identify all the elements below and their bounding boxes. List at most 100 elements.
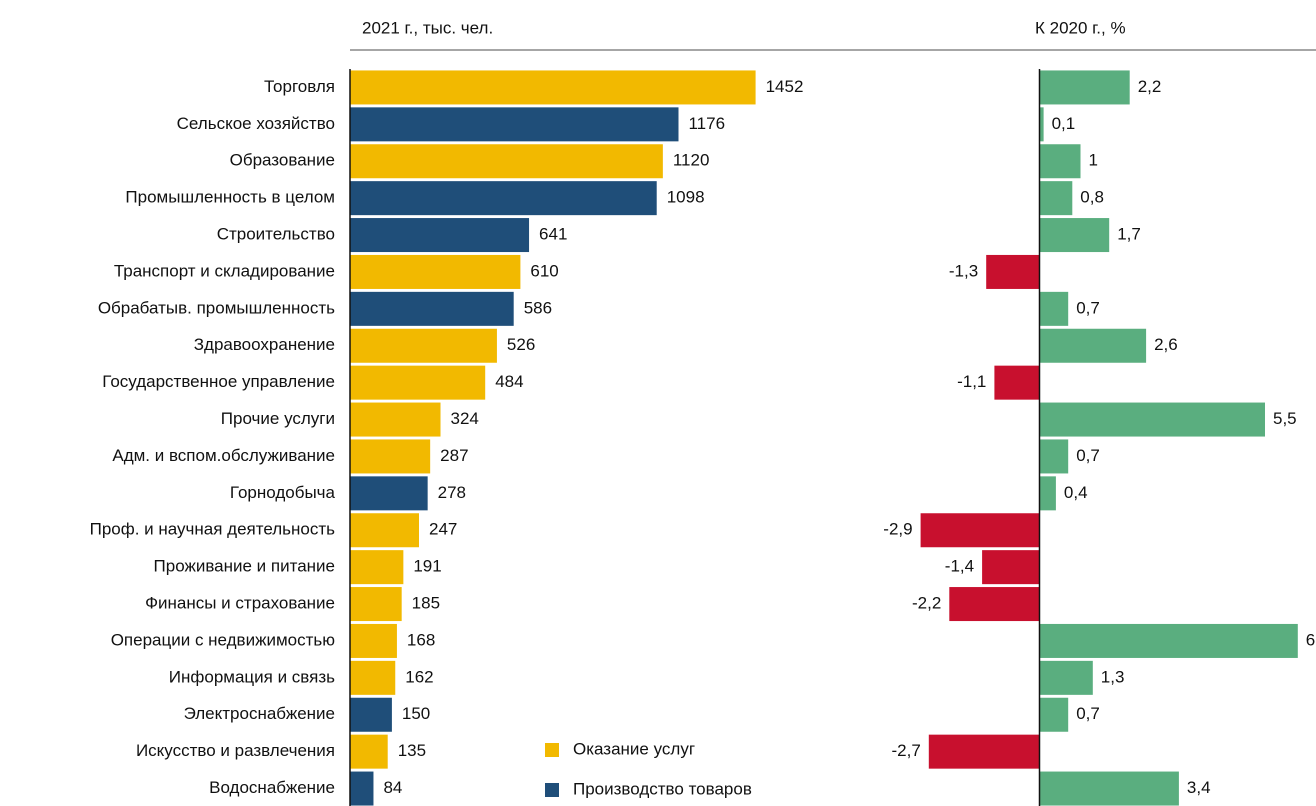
bar	[1039, 476, 1056, 511]
bar	[920, 513, 1040, 548]
bar	[350, 328, 497, 363]
value-label: 2,2	[1138, 77, 1162, 96]
category-label: Информация и связь	[169, 667, 335, 686]
value-label: 1,7	[1117, 225, 1141, 244]
value-label: 191	[413, 557, 441, 576]
bar	[1039, 623, 1298, 658]
bar	[350, 181, 657, 216]
value-label: 1120	[673, 151, 710, 170]
bar	[350, 365, 486, 400]
category-label: Прочие услуги	[221, 409, 335, 428]
value-label: -1,1	[957, 372, 986, 391]
bar	[350, 218, 530, 253]
value-label: 162	[405, 667, 433, 686]
panel-title: К 2020 г., %	[1035, 18, 1126, 37]
bar	[1039, 181, 1073, 216]
category-label: Горнодобыча	[230, 483, 336, 502]
bar	[350, 70, 756, 105]
bar	[350, 623, 397, 658]
bar	[350, 660, 396, 695]
category-label: Строительство	[217, 225, 335, 244]
value-label: 135	[398, 741, 426, 760]
value-label: 526	[507, 335, 535, 354]
value-label: 168	[407, 630, 435, 649]
value-label: 1452	[766, 77, 804, 96]
bar	[350, 476, 428, 511]
bar	[1039, 660, 1093, 695]
category-label: Адм. и вспом.обслуживание	[112, 446, 335, 465]
bar	[350, 439, 431, 474]
value-label: 1176	[688, 114, 725, 133]
legend-swatch	[545, 783, 559, 797]
legend-swatch	[545, 743, 559, 757]
value-label: 0,8	[1080, 188, 1104, 207]
bar	[350, 107, 679, 142]
value-label: -2,9	[883, 520, 912, 539]
category-label: Искусство и развлечения	[136, 741, 335, 760]
category-label: Государственное управление	[102, 372, 335, 391]
legend-label: Оказание услуг	[573, 739, 695, 758]
value-label: 1	[1089, 151, 1098, 170]
bar	[350, 771, 374, 806]
value-label: 610	[530, 261, 558, 280]
bar	[1039, 439, 1069, 474]
bar	[350, 254, 521, 289]
bar	[350, 587, 402, 622]
bar	[350, 734, 388, 769]
bar	[1039, 218, 1110, 253]
value-label: -1,3	[949, 261, 978, 280]
bar	[1039, 291, 1069, 326]
category-label: Образование	[230, 151, 335, 170]
value-label: 0,1	[1052, 114, 1076, 133]
category-label: Здравоохранение	[194, 335, 335, 354]
value-label: 6,3	[1306, 630, 1316, 649]
bar	[350, 291, 514, 326]
bar	[928, 734, 1040, 769]
value-label: 0,7	[1076, 446, 1100, 465]
bar	[1039, 328, 1147, 363]
category-label: Финансы и страхование	[145, 594, 335, 613]
legend-label: Производство товаров	[573, 779, 752, 798]
value-label: 5,5	[1273, 409, 1297, 428]
value-label: 185	[412, 594, 440, 613]
value-label: 150	[402, 704, 430, 723]
value-label: -2,2	[912, 594, 941, 613]
category-label: Торговля	[264, 77, 335, 96]
bar	[350, 513, 419, 548]
value-label: 0,4	[1064, 483, 1088, 502]
bar	[1039, 402, 1265, 437]
value-label: 3,4	[1187, 778, 1211, 797]
category-label: Операции с недвижимостью	[111, 630, 336, 649]
value-label: 287	[440, 446, 468, 465]
bar	[949, 587, 1040, 622]
category-label: Промышленность в целом	[125, 188, 335, 207]
value-label: 641	[539, 225, 567, 244]
bar	[350, 697, 392, 732]
bar	[1039, 70, 1130, 105]
category-label: Проф. и научная деятельность	[90, 520, 336, 539]
value-label: 484	[495, 372, 523, 391]
bar	[350, 550, 404, 585]
bar	[1039, 144, 1081, 179]
bar	[1039, 107, 1044, 142]
category-label: Обрабатыв. промышленность	[98, 298, 335, 317]
value-label: 324	[451, 409, 479, 428]
bar	[1039, 697, 1069, 732]
panel-title: 2021 г., тыс. чел.	[362, 18, 493, 37]
category-label: Электроснабжение	[184, 704, 335, 723]
bar	[350, 402, 441, 437]
bar	[982, 550, 1040, 585]
value-label: -2,7	[892, 741, 921, 760]
category-label: Транспорт и складирование	[114, 261, 335, 280]
value-label: 247	[429, 520, 457, 539]
bar	[986, 254, 1040, 289]
value-label: 1,3	[1101, 667, 1125, 686]
category-label: Проживание и питание	[154, 557, 335, 576]
bar	[1039, 771, 1179, 806]
value-label: 586	[524, 298, 552, 317]
category-label: Водоснабжение	[209, 778, 335, 797]
value-label: 84	[383, 778, 402, 797]
value-label: 2,6	[1154, 335, 1178, 354]
bar	[994, 365, 1040, 400]
